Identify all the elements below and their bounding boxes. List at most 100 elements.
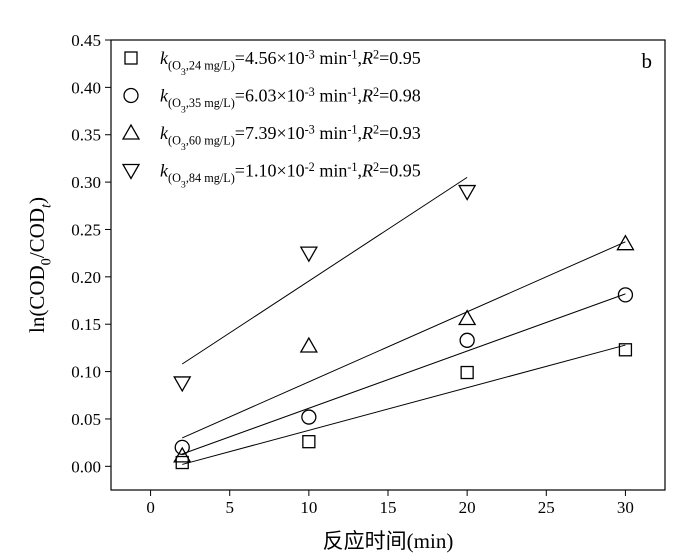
legend-marker (121, 163, 141, 180)
text-part: R (361, 86, 373, 106)
text-part: ,60 mg/L) (186, 133, 235, 147)
x-tick-label: 25 (538, 498, 555, 517)
y-tick-label: 0.20 (71, 268, 101, 287)
text-part: , (358, 48, 363, 68)
marker (173, 376, 192, 393)
text-part: k (160, 48, 169, 68)
text-part: =6.03×10 (235, 86, 305, 106)
y-tick-label: 0.35 (71, 126, 101, 145)
text-part: , (358, 161, 363, 181)
marker (616, 234, 635, 251)
legend-label: k(O3,84 mg/L)=1.10×10-2 min-1,R2=0.95 (160, 160, 421, 190)
text-part: (O (168, 58, 181, 72)
y-tick-label: 0.15 (71, 315, 101, 334)
fit-line (181, 176, 468, 365)
marker (299, 246, 318, 263)
text-part: min (315, 161, 348, 181)
x-tick-label: 5 (225, 498, 234, 517)
text-part: , (358, 123, 363, 143)
text-part: =0.98 (379, 86, 421, 106)
text-part: t (38, 203, 54, 208)
text-part: ln(COD (25, 265, 49, 333)
y-tick-label: 0.00 (71, 457, 101, 476)
marker (618, 343, 633, 357)
text-part: min (315, 48, 348, 68)
panel-label: b (642, 49, 653, 73)
text-part: -1 (347, 48, 357, 62)
y-tick-label: 0.30 (71, 173, 101, 192)
text-part: =0.93 (379, 123, 421, 143)
text-part: (O (168, 133, 181, 147)
marker (458, 184, 477, 201)
legend-label: k(O3,60 mg/L)=7.39×10-3 min-1,R2=0.93 (160, 123, 421, 153)
text-part: 3 (181, 67, 186, 78)
marker (173, 446, 192, 463)
text-part: 2 (373, 160, 379, 174)
x-axis-label: 反应时间(min) (323, 529, 454, 553)
text-part: min (315, 123, 348, 143)
marker (299, 336, 318, 353)
text-part: /COD (25, 208, 49, 258)
legend-marker (123, 87, 139, 104)
legend-label: k(O3,24 mg/L)=4.56×10-3 min-1,R2=0.95 (160, 48, 421, 78)
text-part: 0 (38, 258, 54, 265)
text-part: -3 (305, 123, 315, 137)
legend-marker (124, 51, 138, 65)
text-part: R (361, 123, 373, 143)
text-part: =1.10×10 (235, 161, 305, 181)
text-part: ,84 mg/L) (186, 171, 235, 185)
text-part: (O (168, 171, 181, 185)
text-part: -3 (305, 85, 315, 99)
marker (458, 309, 477, 326)
text-part: 2 (373, 85, 379, 99)
text-part: -3 (305, 48, 315, 62)
y-axis-label: ln(COD0/CODt) (25, 197, 54, 333)
text-part: ,24 mg/L) (186, 58, 235, 72)
text-part: 3 (181, 104, 186, 115)
marker (301, 409, 317, 425)
fit-line (182, 344, 626, 465)
fit-line (182, 241, 626, 439)
text-part: 3 (181, 142, 186, 153)
text-part: 2 (373, 48, 379, 62)
text-part: min (315, 86, 348, 106)
text-part: ) (25, 197, 49, 204)
text-part: , (358, 86, 363, 106)
x-tick-label: 30 (617, 498, 634, 517)
marker (174, 439, 190, 456)
text-part: =0.95 (379, 161, 421, 181)
x-tick-label: 15 (380, 498, 397, 517)
x-tick-label: 10 (300, 498, 317, 517)
text-part: =7.39×10 (235, 123, 305, 143)
text-part: k (160, 86, 169, 106)
text-part: 3 (181, 179, 186, 190)
y-tick-label: 0.40 (71, 78, 101, 97)
legend-label: k(O3,35 mg/L)=6.03×10-3 min-1,R2=0.98 (160, 85, 421, 115)
x-tick-label: 0 (146, 498, 155, 517)
text-part: (O (168, 96, 181, 110)
text-part: =0.95 (379, 48, 421, 68)
text-part: R (361, 48, 373, 68)
fit-line (182, 293, 626, 455)
legend-marker (121, 123, 141, 140)
marker (460, 365, 474, 380)
marker (459, 332, 475, 348)
text-part: =4.56×10 (235, 48, 305, 68)
text-part: 2 (373, 123, 379, 137)
y-tick-label: 0.10 (71, 363, 101, 382)
y-tick-label: 0.25 (71, 220, 101, 239)
y-tick-label: 0.45 (71, 31, 101, 50)
text-part: -1 (347, 160, 357, 174)
text-part: -1 (347, 123, 357, 137)
y-tick-label: 0.05 (71, 410, 101, 429)
marker (617, 287, 634, 303)
x-tick-label: 20 (459, 498, 476, 517)
marker (302, 435, 316, 449)
text-part: k (160, 161, 169, 181)
text-part: ,35 mg/L) (186, 96, 235, 110)
text-part: R (361, 161, 373, 181)
text-part: -2 (305, 160, 315, 174)
text-part: k (160, 123, 169, 143)
text-part: -1 (347, 85, 357, 99)
